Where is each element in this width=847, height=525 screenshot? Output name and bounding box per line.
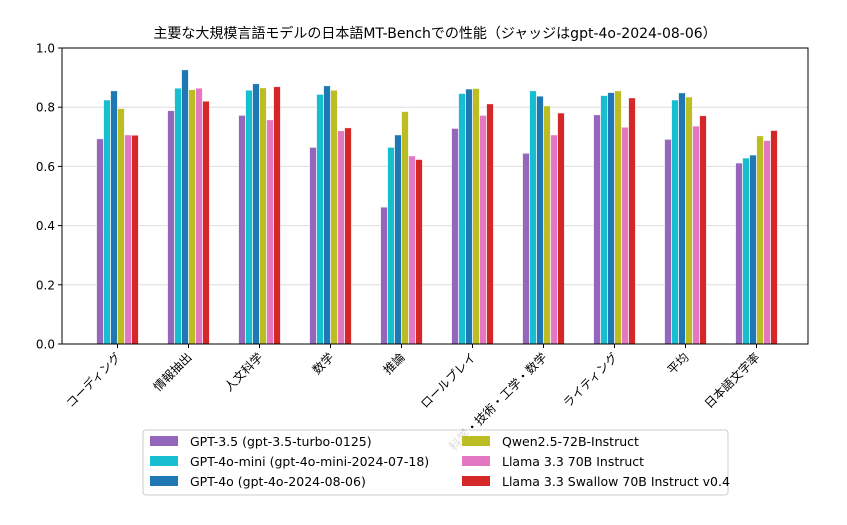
bar <box>401 111 409 345</box>
x-tick-label: 推論 <box>380 350 408 378</box>
bar <box>245 90 253 345</box>
legend-swatch <box>462 436 490 446</box>
x-tick-label: 数学 <box>309 350 337 378</box>
bar <box>486 103 494 345</box>
bar <box>458 93 466 345</box>
bar <box>742 157 750 345</box>
bar <box>124 134 132 345</box>
bar <box>174 87 182 345</box>
bar <box>451 128 459 345</box>
chart-title: 主要な大規模言語モデルの日本語MT-Benchでの性能（ジャッジはgpt-4o-… <box>153 25 716 42</box>
legend-label: GPT-3.5 (gpt-3.5-turbo-0125) <box>190 434 372 449</box>
bar <box>536 95 544 345</box>
bar <box>607 92 615 345</box>
x-tick-label: コーディング <box>63 350 124 411</box>
bar <box>699 115 707 345</box>
bar <box>330 90 338 345</box>
bar <box>103 99 111 345</box>
y-tick-label: 1.0 <box>36 42 55 56</box>
bar <box>600 95 608 345</box>
x-tick-label: ロールプレイ <box>418 350 479 411</box>
bar <box>181 69 189 345</box>
bar <box>252 83 260 345</box>
bar <box>110 90 118 345</box>
bar <box>202 100 210 345</box>
bar <box>394 134 402 345</box>
legend-label: GPT-4o (gpt-4o-2024-08-06) <box>190 474 366 489</box>
legend-label: GPT-4o-mini (gpt-4o-mini-2024-07-18) <box>190 454 429 469</box>
legend-swatch <box>150 476 178 486</box>
bar <box>238 115 246 345</box>
bar <box>550 134 558 345</box>
x-tick-label: 日本語文字率 <box>701 350 763 412</box>
bar <box>770 130 778 345</box>
bar <box>316 94 324 345</box>
bar <box>96 138 104 345</box>
bar <box>557 112 565 345</box>
legend-swatch <box>462 456 490 466</box>
bar <box>529 90 537 345</box>
bar <box>131 135 139 345</box>
bar <box>188 89 196 345</box>
bar <box>387 147 395 345</box>
bar <box>749 154 757 345</box>
legend-label: Llama 3.3 70B Instruct <box>502 454 644 469</box>
legend-box <box>142 429 729 496</box>
bar <box>259 87 267 345</box>
bar <box>664 139 672 345</box>
bar <box>266 119 274 345</box>
y-tick-label: 0.2 <box>36 278 55 292</box>
legend: GPT-3.5 (gpt-3.5-turbo-0125) GPT-4o-mini … <box>142 429 730 496</box>
bar <box>593 114 601 345</box>
bar <box>415 159 423 345</box>
bar <box>309 147 317 345</box>
plot-frame <box>61 47 809 345</box>
bar <box>117 108 125 345</box>
bar <box>465 88 473 345</box>
bars <box>96 69 778 345</box>
y-tick-label: 0.4 <box>36 219 55 233</box>
bar <box>614 90 622 345</box>
bar <box>323 85 331 345</box>
bar <box>408 155 416 345</box>
bar <box>273 86 281 345</box>
y-tick-label: 0.6 <box>36 160 55 174</box>
bar <box>380 206 388 345</box>
bar <box>735 162 743 345</box>
legend-label: Llama 3.3 Swallow 70B Instruct v0.4 <box>502 474 730 489</box>
y-tick-label: 0.8 <box>36 101 55 115</box>
bar <box>628 97 636 345</box>
bar <box>756 135 764 345</box>
bar <box>543 105 551 345</box>
legend-swatch <box>150 456 178 466</box>
bar <box>671 99 679 345</box>
x-tick-label: 平均 <box>665 350 692 377</box>
bar <box>472 88 480 345</box>
legend-swatch <box>150 436 178 446</box>
bar <box>678 92 686 345</box>
bar <box>522 153 530 345</box>
x-tick-label: 情報抽出 <box>151 350 195 394</box>
y-axis: 0.0 0.2 0.4 0.6 0.8 1.0 <box>36 42 62 352</box>
bar <box>167 110 175 345</box>
bar <box>621 127 629 345</box>
bar <box>479 115 487 345</box>
y-tick-label: 0.0 <box>36 338 55 352</box>
bar <box>195 87 203 345</box>
bar <box>692 125 700 345</box>
bar <box>337 130 345 345</box>
legend-swatch <box>462 476 490 486</box>
x-tick-label: ライティング <box>560 350 620 410</box>
bar <box>344 127 352 345</box>
bar <box>685 96 693 345</box>
x-tick-label: 人文科学 <box>221 350 266 395</box>
bar <box>763 140 771 345</box>
legend-label: Qwen2.5-72B-Instruct <box>502 434 639 449</box>
